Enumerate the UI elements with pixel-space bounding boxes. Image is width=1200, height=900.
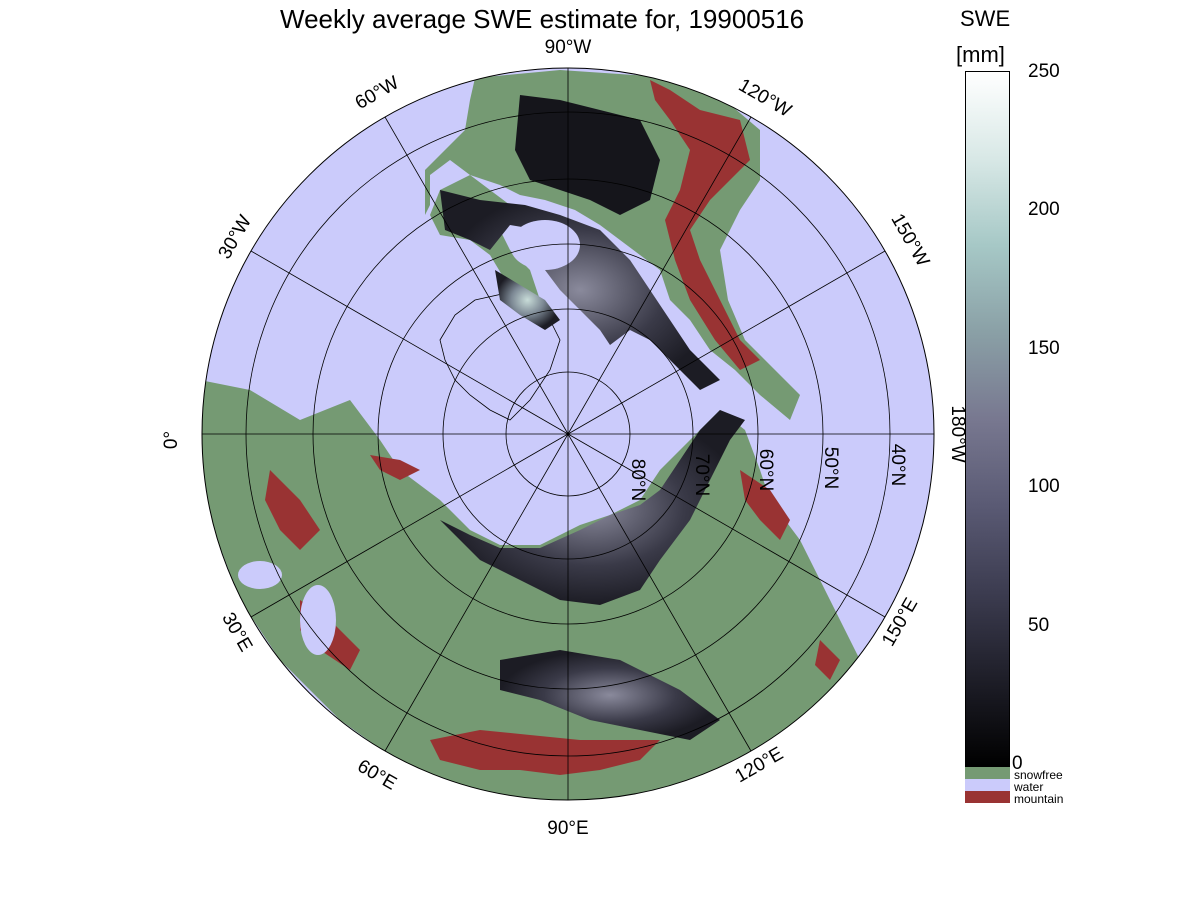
lon-label-150w: 150°W [886, 210, 933, 270]
eurasia-snow [440, 410, 745, 605]
legend-swatch-water [965, 779, 1010, 791]
colorbar-tick-250: 250 [1028, 61, 1060, 82]
lon-label-0: 0° [161, 431, 182, 449]
lat-label-50n: 50°N [820, 447, 841, 489]
map-title: Weekly average SWE estimate for, 1990051… [280, 4, 805, 34]
legend-label-water: water [1014, 780, 1044, 794]
lat-label-60n: 60°N [755, 449, 776, 491]
lon-label-60e: 60°E [354, 756, 400, 795]
legend-label-mountain: mountain [1014, 792, 1064, 806]
lon-label-60w: 60°W [352, 72, 403, 114]
north-america-snow-core [495, 270, 560, 330]
colorbar-tick-200: 200 [1028, 199, 1060, 220]
legend-label-snowfree: snowfree [1014, 768, 1063, 782]
lat-label-70n: 70°N [691, 454, 712, 496]
map-boundary [201, 67, 935, 801]
colorbar-unit: [mm] [956, 42, 1005, 67]
legend-swatch-mountain [965, 791, 1010, 803]
legend-swatch-snowfree [965, 767, 1010, 779]
colorbar-title: SWE [960, 6, 1011, 31]
siberia-snow [500, 650, 720, 740]
east-siberia-mountains [740, 470, 790, 540]
europe-mountains [265, 470, 320, 550]
lat-label-80n: 80°N [627, 459, 648, 501]
colorbar-tick-100: 100 [1028, 476, 1060, 497]
rocky-mountains [650, 80, 760, 370]
kamchatka-mountains [815, 640, 840, 680]
lat-label-40n: 40°N [887, 444, 908, 486]
colorbar-tick-150: 150 [1028, 338, 1060, 359]
lon-label-90w: 90°W [545, 37, 592, 58]
colorbar-tick-0: 0 [1012, 753, 1023, 774]
black-sea [238, 561, 282, 589]
lon-label-180w: 180°W [947, 405, 968, 462]
caspian-sea [300, 585, 336, 655]
meridians [202, 68, 934, 800]
central-asia-mountains [430, 730, 660, 775]
scandinavia-mountains [370, 455, 420, 480]
lon-label-90e: 90°E [547, 818, 588, 839]
colorbar-tick-50: 50 [1028, 615, 1050, 636]
colorbar [965, 71, 1010, 767]
